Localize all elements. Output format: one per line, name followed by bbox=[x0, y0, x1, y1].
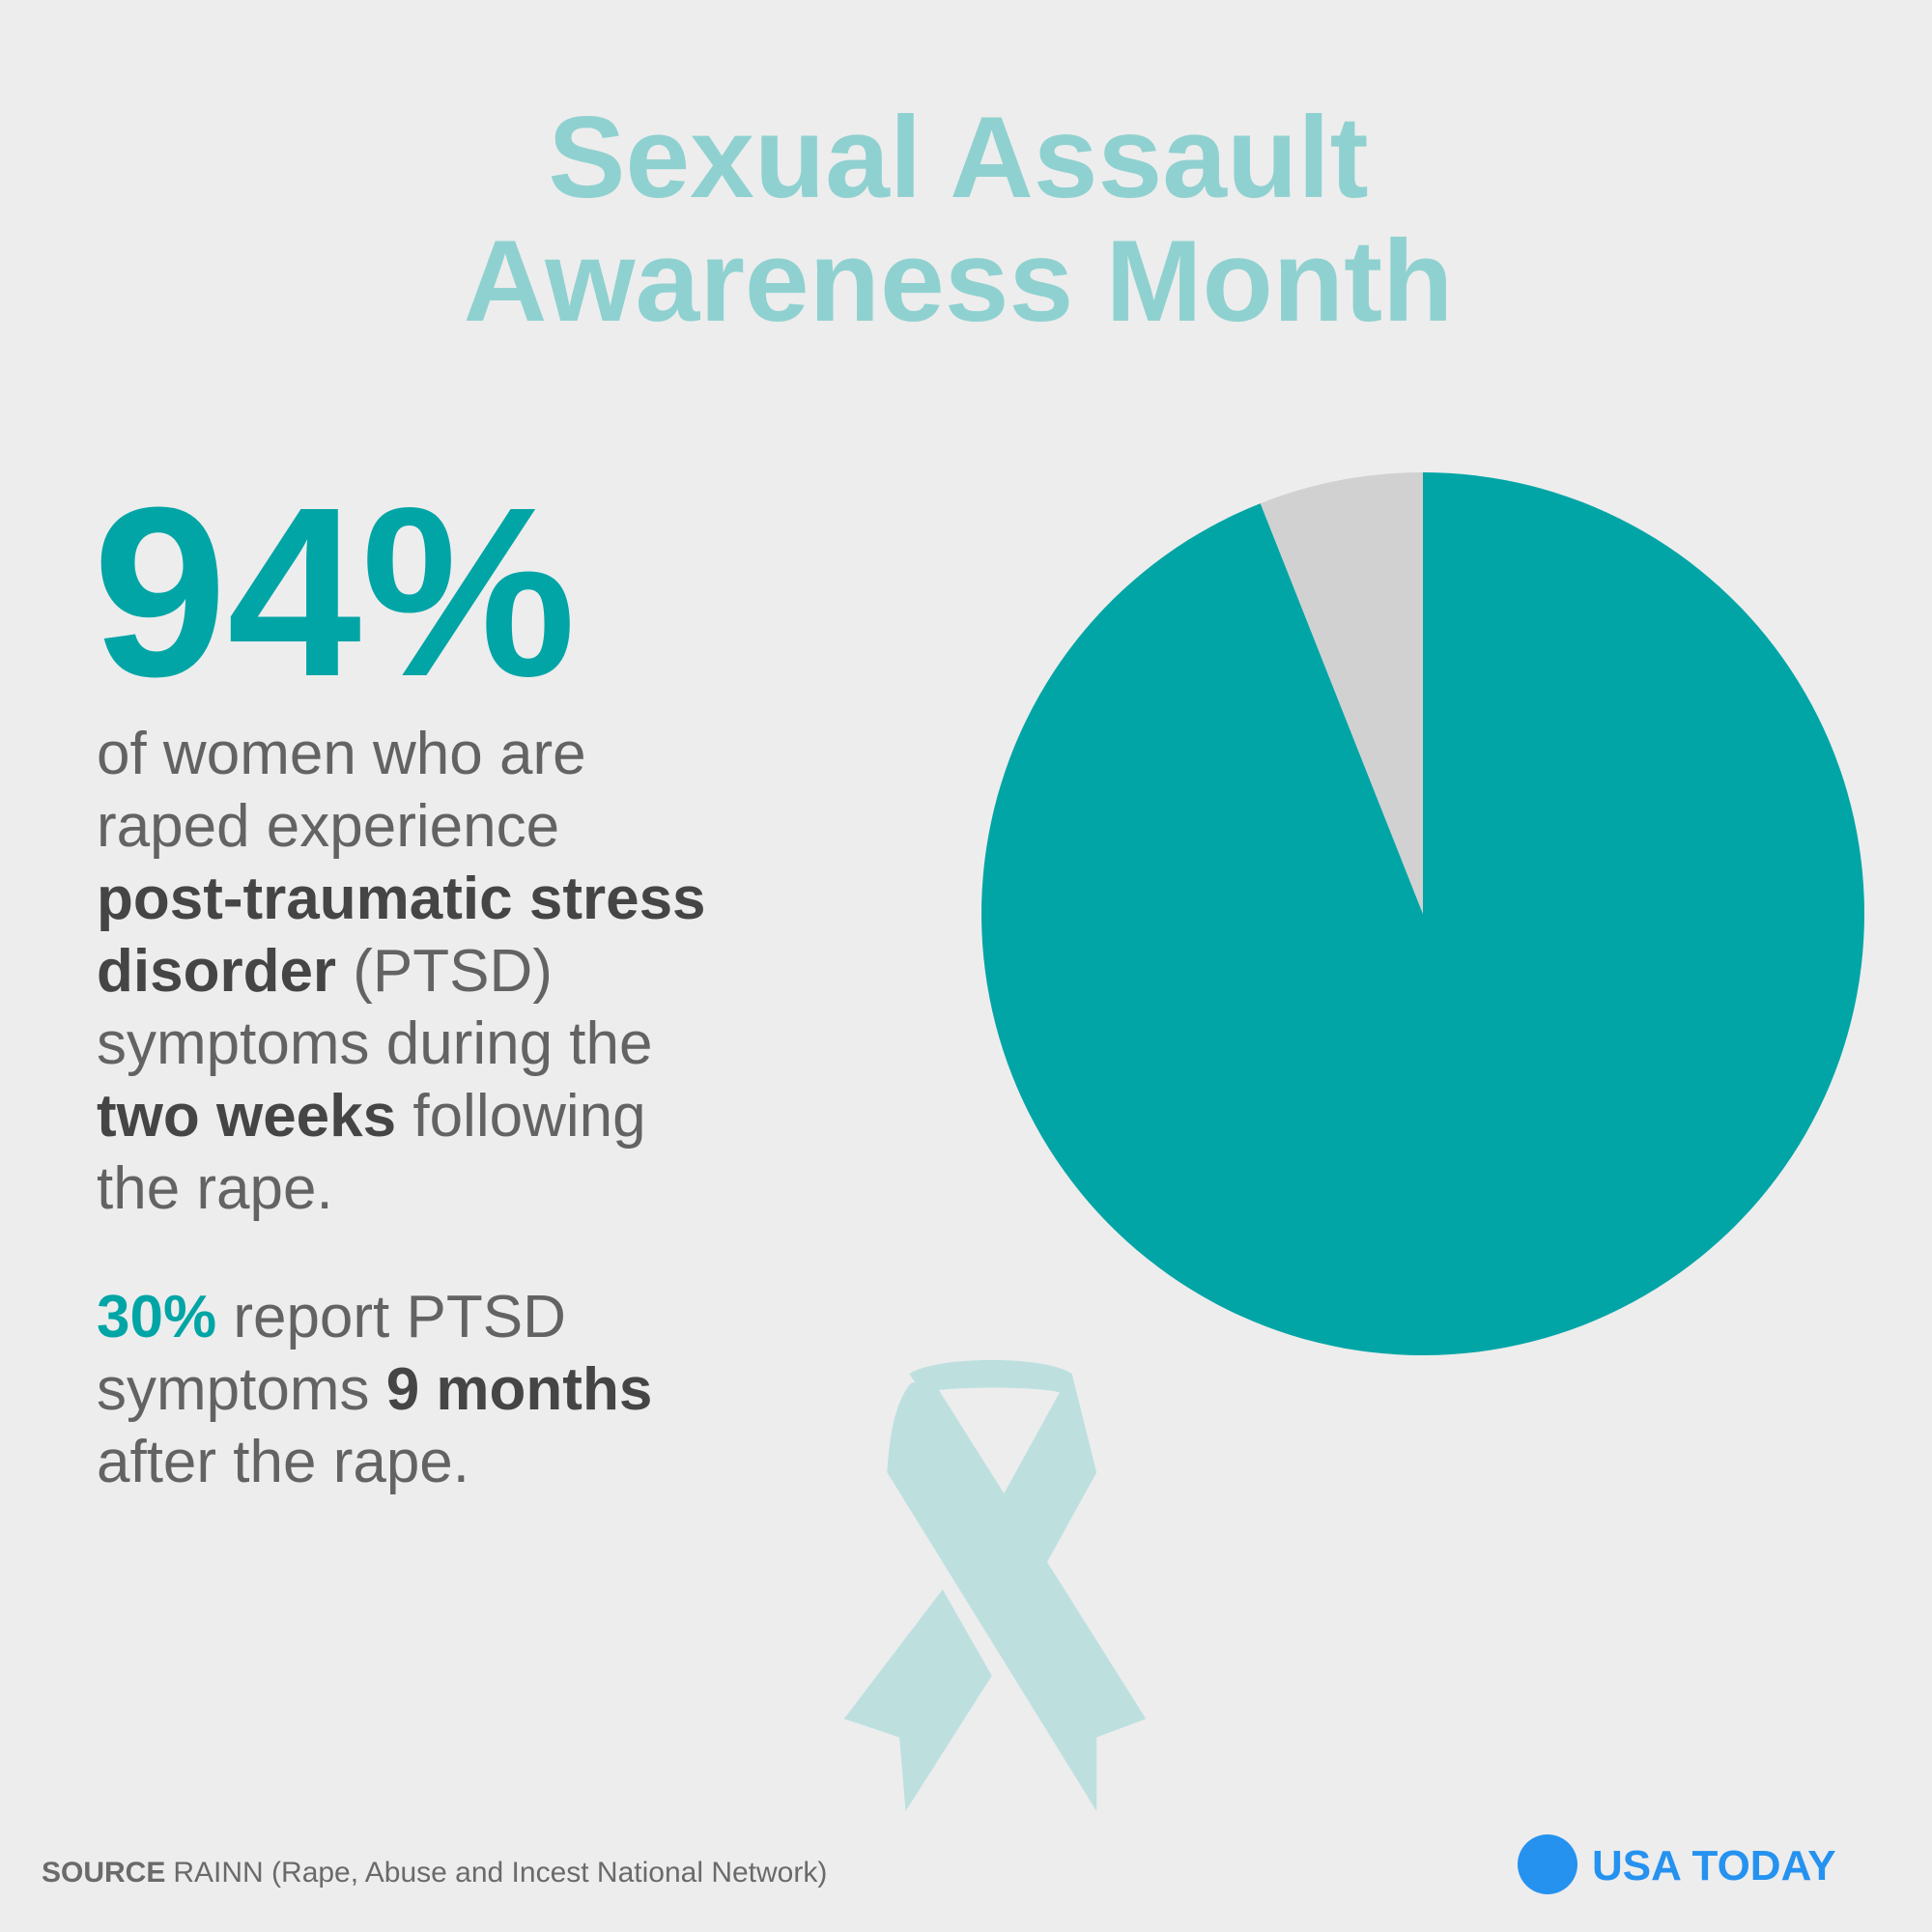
text-run: 30% bbox=[97, 1284, 216, 1350]
title-line: Sexual Assault bbox=[548, 93, 1368, 222]
source-label: SOURCE bbox=[42, 1857, 165, 1889]
body-line: symptoms during the bbox=[97, 1010, 652, 1077]
text-run: following bbox=[396, 1083, 645, 1150]
text-run: symptoms during the bbox=[97, 1010, 652, 1077]
text-run: report PTSD bbox=[216, 1284, 566, 1350]
body-line: the rape. bbox=[97, 1155, 333, 1222]
ribbon-icon bbox=[843, 1359, 1147, 1811]
source: SOURCE RAINN (Rape, Abuse and Incest Nati… bbox=[42, 1857, 827, 1889]
body-line: post-traumatic stress bbox=[97, 866, 706, 932]
text-run: (PTSD) bbox=[336, 938, 553, 1005]
text-run: disorder bbox=[97, 938, 336, 1005]
body-line: after the rape. bbox=[97, 1429, 469, 1495]
title-line: Awareness Month bbox=[464, 216, 1454, 346]
body-line: raped experience bbox=[97, 793, 559, 860]
body-line: 30% report PTSD bbox=[97, 1284, 566, 1350]
headline: 94% bbox=[93, 457, 576, 726]
source-text: RAINN (Rape, Abuse and Incest National N… bbox=[173, 1857, 827, 1889]
text-run: 9 months bbox=[386, 1356, 653, 1423]
text-run: symptoms bbox=[97, 1356, 386, 1423]
body-line: two weeks following bbox=[97, 1083, 646, 1150]
text-run: two weeks bbox=[97, 1083, 396, 1150]
logo-dot bbox=[1518, 1834, 1577, 1894]
body-line: of women who are bbox=[97, 721, 586, 787]
pie-slice bbox=[1260, 472, 1423, 914]
logo: USA TODAY bbox=[1592, 1842, 1836, 1889]
text-run: raped experience bbox=[97, 793, 559, 860]
body-line: symptoms 9 months bbox=[97, 1356, 652, 1423]
text-run: post-traumatic stress bbox=[97, 866, 706, 932]
body-line: disorder (PTSD) bbox=[97, 938, 553, 1005]
text-run: of women who are bbox=[97, 721, 586, 787]
text-run: after the rape. bbox=[97, 1429, 469, 1495]
text-run: the rape. bbox=[97, 1155, 333, 1222]
